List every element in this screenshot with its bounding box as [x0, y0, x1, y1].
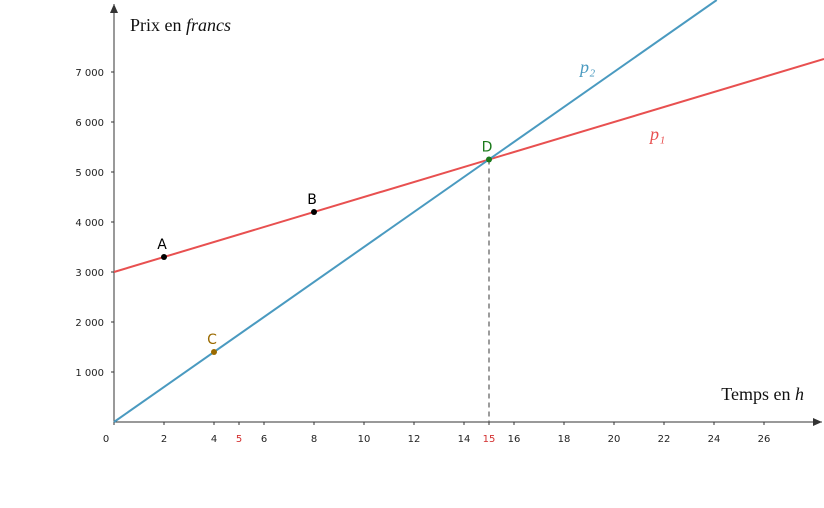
y-tick-label: 2 000: [75, 318, 104, 329]
y-axis-label: Prix en francs: [130, 15, 231, 35]
x-axis-label-var: h: [795, 384, 804, 404]
y-axis-label-var: francs: [186, 15, 231, 35]
point: [486, 156, 492, 163]
x-tick-label: 22: [658, 434, 671, 445]
x-tick-label: 10: [358, 434, 371, 445]
series-line: [113, 0, 718, 423]
point: [211, 349, 217, 355]
y-arrow: [110, 4, 118, 13]
series-line: [113, 58, 824, 273]
x-tick-label: 4: [211, 434, 217, 445]
y-axis-label-text: Prix en: [130, 15, 186, 35]
x-tick-label: 5: [236, 434, 242, 445]
point-label: B: [307, 192, 317, 208]
x-tick-label: 2: [161, 434, 167, 445]
point-label: A: [157, 237, 167, 253]
x-tick-label: 0: [103, 434, 109, 445]
point: [161, 254, 167, 260]
point-label: D: [482, 140, 493, 156]
x-axis-label-text: Temps en: [721, 384, 795, 404]
y-tick-label: 6 000: [75, 118, 104, 129]
y-tick-label: 3 000: [75, 268, 104, 279]
x-arrow: [813, 418, 822, 426]
x-tick-label: 20: [608, 434, 621, 445]
x-tick-label: 18: [558, 434, 571, 445]
x-tick-label: 12: [408, 434, 421, 445]
y-tick-label: 4 000: [75, 218, 104, 229]
x-tick-label: 26: [758, 434, 771, 445]
y-tick-label: 5 000: [75, 168, 104, 179]
x-axis-label: Temps en h: [721, 384, 804, 404]
y-tick-label: 7 000: [75, 68, 104, 79]
x-tick-label: 14: [458, 434, 471, 445]
x-tick-label: 6: [261, 434, 267, 445]
point-label: C: [207, 332, 217, 348]
x-tick-label: 24: [708, 434, 721, 445]
x-tick-label: 8: [311, 434, 317, 445]
series-label: p₂: [578, 57, 595, 77]
x-tick-label: 15: [483, 434, 496, 445]
y-tick-label: 1 000: [75, 368, 104, 379]
point: [311, 209, 317, 215]
x-tick-label: 16: [508, 434, 521, 445]
series-label: p₁: [648, 124, 665, 144]
